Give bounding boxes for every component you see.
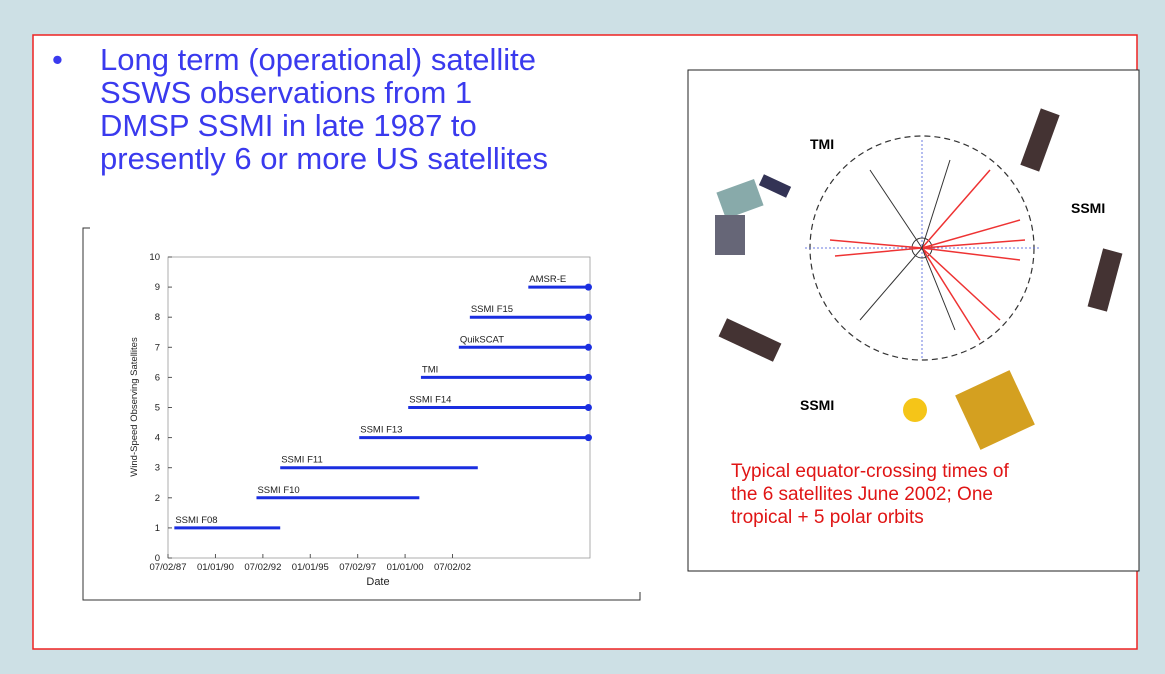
bullet-text: DMSP SSMI in late 1987 to xyxy=(100,108,477,143)
y-tick-label: 9 xyxy=(155,282,160,293)
bar-label: TMI xyxy=(422,364,438,375)
bullet-text: Long term (operational) satellite xyxy=(100,42,536,77)
bar-label: SSMI F10 xyxy=(257,485,299,496)
ongoing-marker xyxy=(584,373,592,381)
y-tick-label: 4 xyxy=(155,433,160,444)
x-tick-label: 07/02/97 xyxy=(339,562,376,573)
y-tick-label: 3 xyxy=(155,463,160,474)
orbit-diagram xyxy=(715,108,1123,450)
x-tick-label: 07/02/02 xyxy=(434,562,471,573)
ongoing-marker xyxy=(584,434,592,442)
x-axis-label: Date xyxy=(366,576,389,588)
x-tick-label: 01/01/95 xyxy=(292,562,329,573)
bar-label: SSMI F11 xyxy=(281,455,323,466)
bullet: • xyxy=(52,42,63,77)
bullet-text: SSWS observations from 1 xyxy=(100,75,472,110)
y-axis-label: Wind-Speed Observing Satellites xyxy=(129,337,140,477)
satellite-label: SSMI xyxy=(1071,200,1105,216)
caption: the 6 satellites June 2002; One xyxy=(731,484,993,505)
ongoing-marker xyxy=(584,313,592,321)
x-tick-label: 01/01/90 xyxy=(197,562,234,573)
bar-label: SSMI F13 xyxy=(360,425,402,436)
image-frame xyxy=(82,227,641,601)
y-tick-label: 10 xyxy=(149,252,160,263)
satellite-label: SSMI xyxy=(800,397,834,413)
caption: Typical equator-crossing times of xyxy=(731,461,1009,482)
y-tick-label: 0 xyxy=(155,553,160,564)
bar-label: SSMI F08 xyxy=(175,515,217,526)
bar-label: QuikSCAT xyxy=(460,334,504,345)
figure-frame xyxy=(687,69,1140,572)
ongoing-marker xyxy=(584,404,592,411)
caption: tropical + 5 polar orbits xyxy=(731,507,924,528)
bar-label: SSMI F15 xyxy=(471,304,513,315)
y-tick-label: 2 xyxy=(155,493,160,504)
satellite-label: TMI xyxy=(810,136,834,152)
ongoing-marker xyxy=(584,343,592,351)
y-tick-label: 7 xyxy=(155,342,160,353)
bullet-text: presently 6 or more US satellites xyxy=(100,141,548,176)
y-tick-label: 6 xyxy=(155,372,160,383)
bar-label: SSMI F14 xyxy=(409,395,451,406)
y-tick-label: 1 xyxy=(155,523,160,534)
y-tick-label: 8 xyxy=(155,312,160,323)
x-tick-label: 07/02/87 xyxy=(150,562,187,573)
bar-label: AMSR-E xyxy=(529,274,566,285)
x-tick-label: 07/02/92 xyxy=(244,562,281,573)
ongoing-marker xyxy=(584,283,592,291)
y-tick-label: 5 xyxy=(155,403,160,414)
x-tick-label: 01/01/00 xyxy=(387,562,424,573)
